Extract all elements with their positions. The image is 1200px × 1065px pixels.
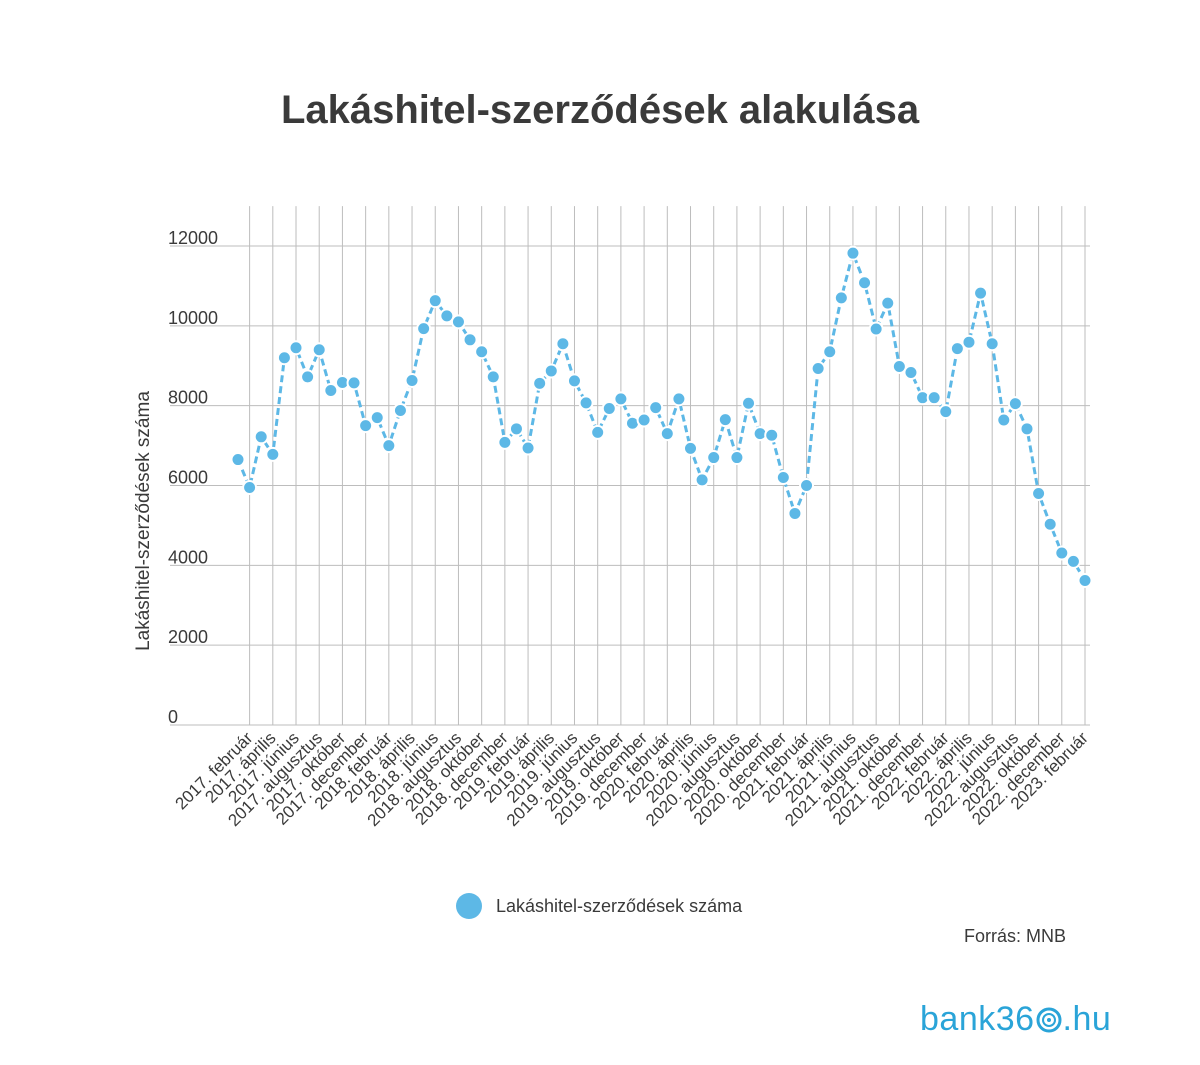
data-point — [729, 450, 745, 466]
data-point — [288, 340, 304, 356]
y-tick-label: 4000 — [168, 547, 208, 567]
source-note: Forrás: MNB — [963, 926, 1066, 946]
data-point — [311, 342, 327, 358]
data-point — [984, 336, 1000, 352]
horizontal-gridlines — [170, 245, 1090, 726]
data-point — [416, 321, 432, 337]
data-point — [775, 470, 791, 486]
bank360-logo[interactable]: bank36 .hu — [920, 1000, 1111, 1039]
data-points — [230, 245, 1093, 589]
data-point — [392, 402, 408, 418]
data-point — [1065, 553, 1081, 569]
y-tick-label: 8000 — [168, 388, 208, 408]
data-point — [427, 293, 443, 309]
logo-text-post: .hu — [1062, 1000, 1112, 1038]
y-axis-tick-labels: 0 2000 4000 6000 8000 10000 12000 — [168, 228, 218, 727]
y-tick-label: 12000 — [168, 228, 218, 248]
data-point — [346, 375, 362, 391]
data-point — [555, 336, 571, 352]
data-point — [764, 427, 780, 443]
data-point — [891, 359, 907, 375]
data-point — [497, 434, 513, 450]
data-point — [462, 332, 478, 348]
data-point — [439, 308, 455, 324]
data-point — [369, 410, 385, 426]
data-point — [381, 438, 397, 454]
data-point — [578, 395, 594, 411]
data-point — [799, 478, 815, 493]
data-point — [508, 421, 524, 437]
y-tick-label: 6000 — [168, 468, 208, 488]
data-point — [822, 344, 838, 360]
data-point — [868, 321, 884, 337]
data-point — [485, 369, 501, 385]
data-point — [949, 341, 965, 357]
data-point — [926, 390, 942, 406]
data-point — [903, 365, 919, 381]
data-point — [659, 426, 675, 442]
data-point — [230, 452, 246, 468]
data-point — [857, 275, 873, 291]
legend: Lakáshitel-szerződések száma — [456, 893, 742, 919]
data-point — [833, 290, 849, 306]
data-point — [242, 479, 258, 495]
data-point — [683, 440, 699, 456]
data-point — [543, 363, 559, 379]
data-point — [323, 382, 339, 398]
y-axis-label: Lakáshitel-szerződések száma — [133, 391, 154, 651]
data-point — [845, 245, 861, 261]
data-point — [1031, 485, 1047, 501]
data-point — [973, 285, 989, 301]
series-line — [236, 248, 1087, 582]
vertical-gridlines — [249, 206, 1086, 725]
data-point — [1019, 421, 1035, 437]
data-point — [532, 375, 548, 391]
data-point — [694, 472, 710, 488]
data-point — [706, 450, 722, 466]
data-point — [253, 429, 269, 445]
data-point — [300, 369, 316, 385]
data-point — [404, 373, 420, 389]
data-point — [996, 412, 1012, 428]
data-point — [810, 361, 826, 377]
data-point — [787, 505, 803, 521]
y-tick-label: 0 — [168, 707, 178, 727]
data-point — [613, 391, 629, 407]
data-point — [1054, 545, 1070, 561]
y-tick-label: 2000 — [168, 627, 208, 647]
data-point — [717, 412, 733, 428]
data-point — [566, 373, 582, 389]
data-point — [474, 344, 490, 360]
data-point — [450, 314, 466, 330]
y-tick-label: 10000 — [168, 308, 218, 328]
data-point — [358, 418, 374, 434]
legend-marker — [456, 893, 482, 919]
data-point — [961, 334, 977, 350]
data-point — [276, 350, 292, 366]
data-point — [1007, 396, 1023, 412]
data-point — [601, 400, 617, 416]
data-point — [741, 395, 757, 411]
series-line-group — [236, 248, 1087, 582]
line-chart: 0 2000 4000 6000 8000 10000 12000 2017. februá… — [133, 206, 1093, 830]
data-point — [1042, 516, 1058, 532]
data-point — [265, 446, 281, 462]
data-point — [520, 440, 536, 456]
logo-zero-icon — [1036, 1007, 1062, 1032]
data-point — [590, 424, 606, 440]
data-point — [938, 404, 954, 420]
data-point — [880, 295, 896, 311]
data-point — [1077, 573, 1093, 589]
data-point — [671, 391, 687, 407]
legend-label: Lakáshitel-szerződések száma — [496, 895, 743, 916]
logo-text-pre: bank36 — [920, 1000, 1035, 1038]
chart-title: Lakáshitel-szerződések alakulása — [280, 88, 920, 132]
data-point — [636, 412, 652, 428]
data-point — [648, 400, 664, 416]
